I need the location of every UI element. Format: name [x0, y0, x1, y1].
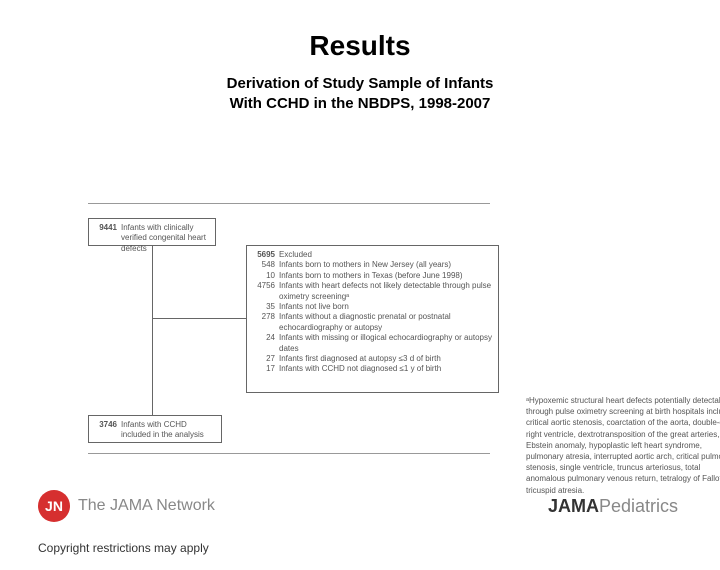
- box1-count: 9441: [95, 223, 121, 254]
- excluded-text: Infants first diagnosed at autopsy ≤3 d …: [279, 354, 492, 364]
- excluded-text: Infants born to mothers in New Jersey (a…: [279, 260, 492, 270]
- footnote-text: ᵃHypoxemic structural heart defects pote…: [526, 395, 720, 496]
- excluded-count: 4756: [253, 281, 279, 302]
- jama-pediatrics-a: JAMA: [548, 496, 599, 516]
- box1-text: Infants with clinically verified congeni…: [121, 223, 209, 254]
- excluded-text: Infants with CCHD not diagnosed ≤1 y of …: [279, 364, 492, 374]
- excluded-item: 35Infants not live born: [253, 302, 492, 312]
- excluded-item: 548Infants born to mothers in New Jersey…: [253, 260, 492, 270]
- excluded-count: 24: [253, 333, 279, 354]
- jama-network-badge-icon: JN: [38, 490, 70, 522]
- excluded-count: 548: [253, 260, 279, 270]
- box2-head-count: 5695: [253, 250, 279, 260]
- flow-box-start: 9441 Infants with clinically verified co…: [88, 218, 216, 246]
- excluded-count: 35: [253, 302, 279, 312]
- logo-bar: JN The JAMA Network JAMAPediatrics: [38, 490, 688, 522]
- page-title: Results: [0, 30, 720, 62]
- divider-bottom: [88, 453, 490, 454]
- box3-text: Infants with CCHD included in the analys…: [121, 420, 215, 441]
- flow-box-excluded: 5695 Excluded 548Infants born to mothers…: [246, 245, 499, 393]
- flow-box-result: 3746 Infants with CCHD included in the a…: [88, 415, 222, 443]
- excluded-text: Infants not live born: [279, 302, 492, 312]
- copyright-text: Copyright restrictions may apply: [38, 541, 209, 555]
- flowchart: 9441 Infants with clinically verified co…: [88, 210, 648, 450]
- excluded-item: 17Infants with CCHD not diagnosed ≤1 y o…: [253, 364, 492, 374]
- excluded-item: 10Infants born to mothers in Texas (befo…: [253, 271, 492, 281]
- connector-horizontal: [152, 318, 246, 319]
- excluded-item: 4756Infants with heart defects not likel…: [253, 281, 492, 302]
- box2-head-text: Excluded: [279, 250, 492, 260]
- subtitle: Derivation of Study Sample of Infants Wi…: [0, 74, 720, 113]
- excluded-item: 24Infants with missing or illogical echo…: [253, 333, 492, 354]
- excluded-count: 278: [253, 312, 279, 333]
- jama-network-text: The JAMA Network: [78, 497, 215, 515]
- box3-count: 3746: [95, 420, 121, 441]
- excluded-text: Infants born to mothers in Texas (before…: [279, 271, 492, 281]
- excluded-item: 278Infants without a diagnostic prenatal…: [253, 312, 492, 333]
- excluded-text: Infants with missing or illogical echoca…: [279, 333, 492, 354]
- subtitle-line2: With CCHD in the NBDPS, 1998-2007: [230, 95, 491, 112]
- excluded-count: 27: [253, 354, 279, 364]
- jama-pediatrics-logo: JAMAPediatrics: [548, 496, 678, 517]
- divider-top: [88, 203, 490, 204]
- excluded-count: 17: [253, 364, 279, 374]
- excluded-count: 10: [253, 271, 279, 281]
- connector-vertical: [152, 245, 153, 415]
- excluded-text: Infants without a diagnostic prenatal or…: [279, 312, 492, 333]
- excluded-item: 27Infants first diagnosed at autopsy ≤3 …: [253, 354, 492, 364]
- jama-pediatrics-b: Pediatrics: [599, 496, 678, 516]
- excluded-text: Infants with heart defects not likely de…: [279, 281, 492, 302]
- subtitle-line1: Derivation of Study Sample of Infants: [227, 75, 494, 92]
